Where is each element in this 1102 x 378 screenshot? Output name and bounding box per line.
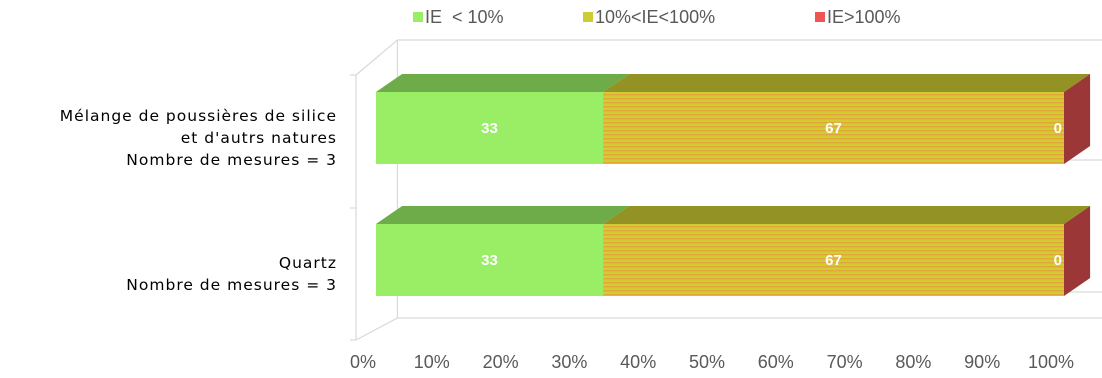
data-label: 67 xyxy=(825,120,842,137)
data-label: 67 xyxy=(825,252,842,269)
legend-item: IE < 10% xyxy=(413,7,504,27)
back-wall-left xyxy=(355,38,399,341)
legend-item: 10%<IE<100% xyxy=(583,7,715,27)
category-labels: Mélange de poussières de silice et d'autr… xyxy=(60,107,337,294)
bar-segment xyxy=(603,92,1064,164)
x-tick-label: 90% xyxy=(964,352,1000,372)
bar-top-face xyxy=(603,74,1091,92)
x-axis-ticks: 0% 10% 20% 30% 40% 50% 60% 70% 80% 90% 100% xyxy=(350,352,1074,372)
x-tick-label: 80% xyxy=(895,352,931,372)
x-tick-label: 20% xyxy=(483,352,519,372)
category-label: Nombre de mesures = 3 xyxy=(126,276,337,294)
bar-segment xyxy=(603,224,1064,296)
x-tick-label: 60% xyxy=(758,352,794,372)
data-label: 33 xyxy=(481,252,498,269)
bar-top-face xyxy=(603,206,1091,224)
legend-label: 10%<IE<100% xyxy=(595,7,715,27)
legend-swatch xyxy=(413,12,423,22)
bar-side-face xyxy=(1064,74,1091,164)
x-tick-label: 0% xyxy=(350,352,376,372)
bar-side-face xyxy=(1064,206,1091,296)
x-tick-label: 70% xyxy=(827,352,863,372)
legend: IE < 10% 10%<IE<100% IE>100% xyxy=(413,7,901,27)
bar-segment xyxy=(376,224,604,296)
category-label: Quartz xyxy=(279,254,337,272)
legend-item: IE>100% xyxy=(815,7,901,27)
legend-label: IE < 10% xyxy=(425,7,504,27)
bar-top-face xyxy=(376,74,630,92)
legend-swatch xyxy=(815,12,825,22)
x-tick-label: 40% xyxy=(620,352,656,372)
bars: 33 67 0 33 67 0 xyxy=(376,74,1091,296)
bar-top-face xyxy=(376,206,630,224)
x-tick-label: 100% xyxy=(1028,352,1074,372)
category-label: et d'autrs natures xyxy=(181,129,337,147)
bar-segment xyxy=(376,92,604,164)
data-label: 0 xyxy=(1054,120,1062,137)
category-label: Mélange de poussières de silice xyxy=(60,107,337,125)
category-label: Nombre de mesures = 3 xyxy=(126,151,337,169)
data-label: 0 xyxy=(1054,252,1062,269)
chart-walls xyxy=(350,38,1102,341)
legend-label: IE>100% xyxy=(827,7,901,27)
x-tick-label: 30% xyxy=(551,352,587,372)
x-tick-label: 10% xyxy=(414,352,450,372)
x-tick-label: 50% xyxy=(689,352,725,372)
data-label: 33 xyxy=(481,120,498,137)
legend-swatch xyxy=(583,12,593,22)
